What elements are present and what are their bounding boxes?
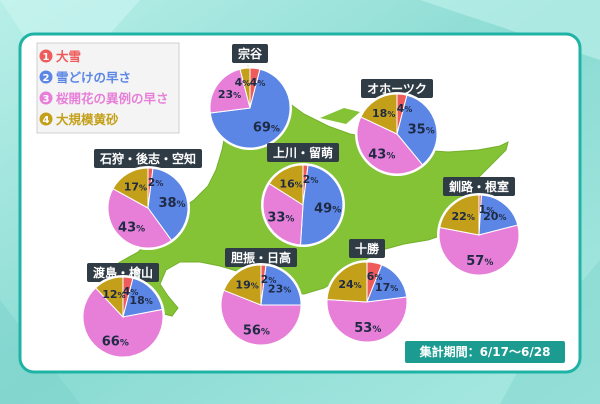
region-pie: 胆振・日高 2%23% 56% 19%	[219, 248, 303, 347]
pie-slice	[239, 67, 251, 109]
pie-slice	[356, 116, 424, 175]
pie-slice	[82, 287, 164, 358]
pie-value-label: 57%	[466, 254, 493, 269]
pie-value-label: 19%	[235, 279, 258, 292]
legend-number: 4	[43, 115, 50, 126]
region-pie: 石狩・後志・空知 2% 38% 43% 17%	[94, 149, 202, 250]
pie-slice	[260, 264, 302, 306]
legend-number-badge	[39, 70, 53, 84]
pie-slice	[326, 261, 368, 303]
region-label-box	[267, 143, 339, 162]
pie-value-label: 18%	[129, 294, 152, 307]
pie-value-label: 53%	[354, 321, 381, 336]
region-pie: オホーツク 4% 35% 43% 18%	[355, 79, 439, 176]
region-label: オホーツク	[367, 82, 427, 96]
legend-number: 2	[43, 73, 50, 84]
pie-slice	[147, 167, 189, 242]
legend-number-badge	[39, 112, 53, 126]
legend-number: 3	[43, 94, 50, 105]
pie-slice	[209, 68, 251, 114]
pie-value-label: 35%	[408, 123, 435, 138]
pie-slice	[439, 194, 480, 236]
legend-box	[36, 42, 180, 134]
pie-value-label: 49%	[314, 201, 341, 216]
region-label-box	[225, 248, 297, 267]
pie-slice	[220, 289, 302, 346]
legend-number-badge	[39, 91, 53, 105]
pie-value-label: 1%	[479, 203, 495, 216]
region-label: 胆振・日高	[231, 250, 291, 265]
pie-value-label: 4%	[397, 102, 413, 115]
period-label: 集計期間：6/17～6/28	[405, 341, 565, 363]
period-text: 集計期間：6/17～6/28	[419, 344, 551, 359]
pie-value-label: 24%	[338, 278, 361, 291]
pie-value-label: 66%	[102, 335, 129, 350]
pie-value-label: 23%	[268, 283, 291, 296]
pie-value-label: 43%	[118, 221, 145, 236]
region-label-box	[361, 79, 433, 98]
pie-value-label: 17%	[124, 181, 147, 194]
pie-value-label: 43%	[368, 148, 395, 163]
region-label-box	[87, 263, 159, 282]
pie-value-label: 38%	[158, 196, 185, 211]
legend: 1 大雪 2 雪どけの早さ 3 桜開花の異例の早さ 4 大規模黄砂	[36, 42, 180, 134]
pie-value-label: 4%	[235, 76, 251, 89]
region-label: 渡島・檜山	[93, 265, 153, 280]
region-pie: 釧路・根室 1%20% 57% 22%	[437, 177, 521, 277]
pie-value-label: 33%	[267, 210, 294, 225]
pie-value-label: 18%	[372, 107, 395, 120]
pie-value-label: 56%	[243, 323, 270, 338]
region-label-box	[94, 149, 202, 168]
pie-slice	[438, 224, 520, 276]
region-pie: 上川・留萌 2% 49% 33% 16%	[261, 143, 345, 247]
region-label: 釧路・根室	[448, 179, 509, 194]
legend-label: 雪どけの早さ	[56, 70, 131, 85]
pie-value-label: 22%	[452, 210, 475, 223]
region-label: 宗谷	[238, 46, 263, 61]
pie-slice	[268, 164, 304, 206]
pie-value-label: 20%	[483, 210, 506, 223]
pie-value-label: 12%	[102, 288, 125, 301]
pie-slice	[107, 188, 173, 249]
pie-value-label: 4%	[123, 285, 139, 298]
pie-value-label: 23%	[218, 88, 241, 101]
legend-number: 1	[43, 52, 50, 63]
region-label-box	[349, 239, 385, 258]
region-pie: 宗谷4%69%23%4%	[208, 44, 292, 150]
pie-slice	[478, 194, 519, 236]
pie-slice	[209, 68, 291, 149]
region-label-box	[232, 44, 268, 63]
region-label: 上川・留萌	[273, 145, 333, 160]
pie-value-label: 16%	[279, 177, 302, 190]
pie-value-label: 6%	[367, 270, 383, 283]
region-pie: 渡島・檜山 4%18% 66% 12%	[81, 263, 165, 359]
region-pie: 十勝 6%17% 53% 24%	[325, 239, 409, 344]
period-box	[405, 341, 565, 363]
pie-slice	[122, 277, 163, 318]
pie-value-label: 2%	[148, 176, 164, 189]
pie-slice	[112, 167, 149, 209]
map-peninsula	[320, 108, 360, 124]
region-label: 石狩・後志・空知	[99, 151, 196, 166]
pie-slice	[366, 264, 408, 303]
pie-slice	[396, 94, 438, 166]
pie-value-label: 2%	[303, 173, 319, 186]
pie-value-label: 69%	[253, 121, 280, 136]
pie-slice	[360, 93, 398, 135]
pie-slice	[94, 276, 124, 319]
pie-value-label: 2%	[261, 273, 277, 286]
legend-label: 大雪	[56, 49, 81, 64]
legend-label: 桜開花の異例の早さ	[56, 91, 169, 106]
pie-value-label: 17%	[375, 281, 398, 294]
legend-label: 大規模黄砂	[56, 112, 119, 127]
pie-slice	[223, 264, 262, 306]
pie-slice	[299, 164, 344, 246]
pie-slice	[326, 296, 408, 343]
legend-number-badge	[39, 49, 53, 63]
region-label: 十勝	[355, 241, 380, 256]
region-label-box	[443, 177, 515, 196]
pie-value-label: 4%	[250, 76, 266, 89]
